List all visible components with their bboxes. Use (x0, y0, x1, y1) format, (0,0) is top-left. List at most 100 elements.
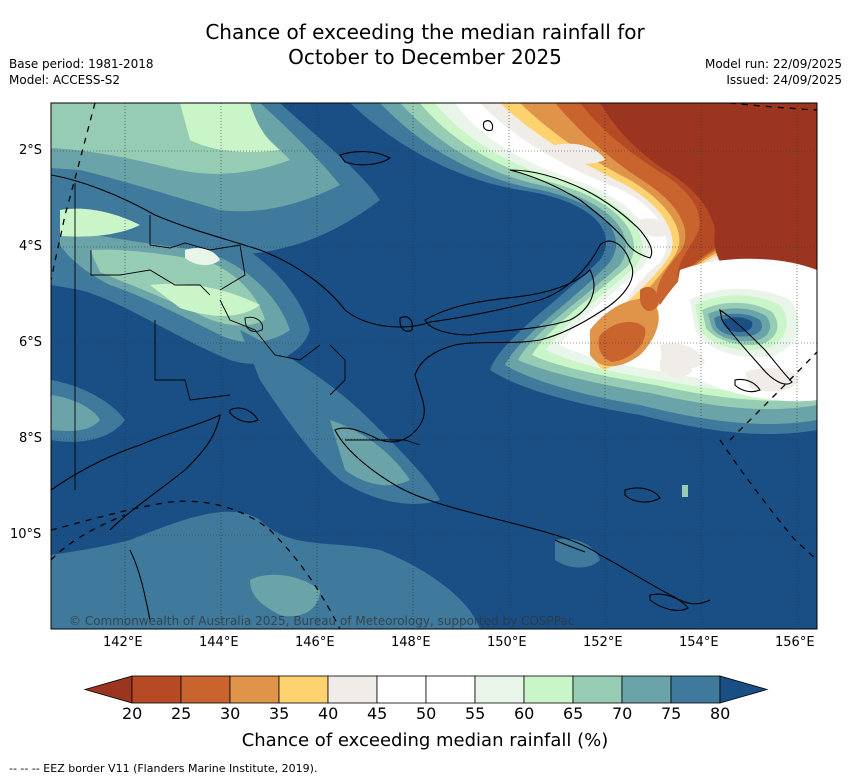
colorbar-tick-label: 50 (416, 704, 437, 723)
colorbar-tick-label: 35 (269, 704, 290, 723)
zone-60 (180, 103, 280, 152)
zone-60 (150, 283, 260, 316)
eez-borders (51, 103, 817, 629)
new-britain (424, 269, 595, 336)
border-line (345, 439, 421, 446)
png-coastline (129, 549, 151, 621)
issued-date: Issued: 24/09/2025 (726, 73, 842, 87)
model-name: Model: ACCESS-S2 (9, 73, 121, 87)
zone-30 (640, 286, 659, 312)
colorbar-title: Chance of exceeding median rainfall (%) (241, 730, 609, 751)
colorbar-tick-label: 75 (661, 704, 682, 723)
border-line (90, 250, 211, 296)
longitude-tick-label: 148°E (391, 635, 431, 650)
province-borders (74, 183, 421, 490)
colorbar-segment (425, 675, 476, 704)
island (482, 120, 494, 132)
colorbar (83, 675, 769, 704)
longitude-tick-label: 146°E (295, 635, 335, 650)
border-line (154, 320, 231, 401)
zone-80 (722, 317, 753, 332)
run-info: Model run: 22/09/2025 Issued: 24/09/2025 (705, 56, 842, 88)
zone-45 (555, 143, 605, 164)
png-coastline (51, 414, 221, 531)
colorbar-segment (670, 675, 721, 704)
longitude-tick-label: 142°E (103, 635, 143, 650)
colorbar-tick-label: 55 (465, 704, 486, 723)
png-coastline (599, 554, 711, 605)
border-line (244, 316, 263, 332)
colorbar-low-extend (83, 675, 133, 704)
island (624, 487, 661, 503)
base-period: Base period: 1981-2018 (9, 57, 154, 71)
border-line (149, 215, 246, 291)
border-line (329, 344, 346, 396)
zone-75 (51, 511, 480, 629)
eez-line (719, 439, 817, 561)
zone-70 (330, 420, 410, 486)
zone-70 (250, 574, 320, 617)
colorbar-segment (523, 675, 574, 704)
colorbar-high-extend (719, 675, 769, 704)
map-field (51, 103, 817, 629)
longitude-tick-label: 150°E (487, 635, 527, 650)
eez-line (729, 351, 817, 441)
island (229, 407, 259, 423)
colorbar-segment (621, 675, 672, 704)
png-coastline (51, 174, 634, 556)
title-line-1: Chance of exceeding the median rainfall … (205, 20, 645, 44)
colorbar-tick-label: 45 (367, 704, 388, 723)
colorbar-segment (278, 675, 329, 704)
longitude-tick-label: 156°E (775, 635, 815, 650)
latitude-tick-label: 8°S (19, 431, 43, 446)
zone-45 (640, 218, 668, 237)
colorbar-tick-label: 20 (122, 704, 143, 723)
border-line (219, 299, 321, 361)
colorbar-segment (131, 675, 182, 704)
colorbar-tick-label: 80 (710, 704, 731, 723)
colorbar-tick-label: 70 (612, 704, 633, 723)
island (554, 539, 586, 553)
colorbar-tick-label: 65 (563, 704, 584, 723)
colorbar-segment (180, 675, 231, 704)
zone-65 (682, 485, 688, 497)
manus-island (339, 151, 392, 166)
island (649, 593, 689, 611)
coastlines (51, 120, 793, 621)
latitude-tick-label: 6°S (19, 335, 43, 350)
zone-45 (660, 356, 692, 378)
eez-line (51, 103, 96, 281)
colorbar-tick-label: 60 (514, 704, 535, 723)
colorbar-segment (327, 675, 378, 704)
model-info: Base period: 1981-2018 Model: ACCESS-S2 (9, 56, 154, 88)
zone-70 (51, 395, 100, 431)
copyright-notice: © Commonwealth of Australia 2025, Bureau… (69, 614, 575, 628)
zone-60 (60, 208, 140, 237)
colorbar-segment (474, 675, 525, 704)
colorbar-segment (229, 675, 280, 704)
latitude-tick-label: 4°S (19, 239, 43, 254)
colorbar-segment (572, 675, 623, 704)
eez-legend-note: -- -- -- EEZ border V11 (Flanders Marine… (9, 762, 318, 775)
zone-55 (185, 248, 220, 266)
zone-20 (600, 103, 817, 280)
island (734, 378, 761, 393)
eez-line (729, 103, 817, 111)
title-line-2: October to December 2025 (288, 45, 562, 69)
colorbar-segment (376, 675, 427, 704)
bougainville (719, 308, 793, 385)
map-title: Chance of exceeding the median rainfall … (0, 20, 850, 70)
colorbar-tick-label: 25 (171, 704, 192, 723)
island (399, 316, 413, 332)
longitude-tick-label: 144°E (199, 635, 239, 650)
colorbar-tick-label: 40 (318, 704, 339, 723)
longitude-tick-label: 152°E (583, 635, 623, 650)
map-frame (50, 102, 818, 630)
latitude-tick-label: 10°S (10, 527, 42, 542)
gridlines (51, 103, 817, 629)
longitude-tick-label: 154°E (679, 635, 719, 650)
eez-line (51, 500, 341, 629)
latitude-tick-label: 2°S (19, 143, 43, 158)
model-run-date: Model run: 22/09/2025 (704, 57, 842, 71)
